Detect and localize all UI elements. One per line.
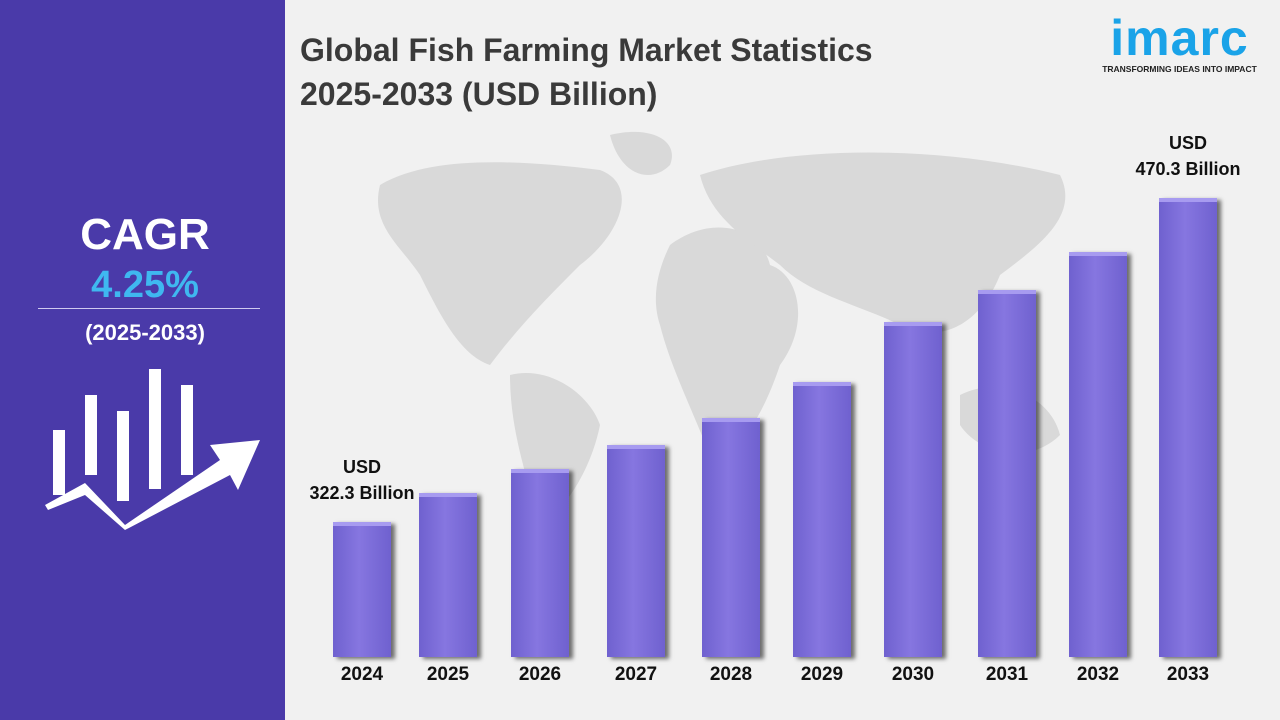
bar-2032 [1069,252,1127,657]
cagr-value: 4.25% [91,264,199,306]
growth-chart-icon [45,369,260,530]
title-line-2: 2025-2033 (USD Billion) [300,76,658,112]
title-line-1: Global Fish Farming Market Statistics [300,32,873,68]
logo-tagline: TRANSFORMING IDEAS INTO IMPACT [1102,64,1257,74]
bar-2024 [333,521,391,657]
cagr-period: (2025-2033) [85,320,205,345]
annotation-line-1: USD [1168,132,1207,153]
cagr-panel: CAGR 4.25% (2025-2033) [0,0,285,720]
logo-name: imarc [1110,10,1249,66]
x-tick-label: 2027 [614,664,658,685]
annotation-line-1: USD [342,456,381,477]
bar-2033 [1159,197,1217,657]
bar-2031 [978,290,1036,657]
value-annotation: USD 470.3 Billion [1108,130,1268,182]
x-tick-label: 2026 [518,664,562,685]
bar-2029 [793,382,851,657]
value-annotation: USD 322.3 Billion [282,454,442,506]
bar-2030 [884,322,942,657]
x-tick-label: 2030 [891,664,935,685]
annotation-line-2: 470.3 Billion [1135,158,1241,179]
x-tick-label: 2025 [426,664,470,685]
chart-title: Global Fish Farming Market Statistics 20… [300,28,873,116]
x-tick-label: 2029 [800,664,844,685]
divider [38,308,260,309]
bar-2026 [511,468,569,657]
x-tick-label: 2024 [340,664,384,685]
x-tick-label: 2033 [1166,664,1210,685]
cagr-label: CAGR [80,210,210,259]
x-tick-label: 2032 [1076,664,1120,685]
bar-2025 [419,493,477,657]
x-tick-label: 2031 [985,664,1029,685]
imarc-logo: imarc TRANSFORMING IDEAS INTO IMPACT [1092,10,1267,74]
bar-2027 [607,445,665,657]
annotation-line-2: 322.3 Billion [309,482,415,503]
bar-2028 [702,417,760,657]
x-tick-label: 2028 [709,664,753,685]
